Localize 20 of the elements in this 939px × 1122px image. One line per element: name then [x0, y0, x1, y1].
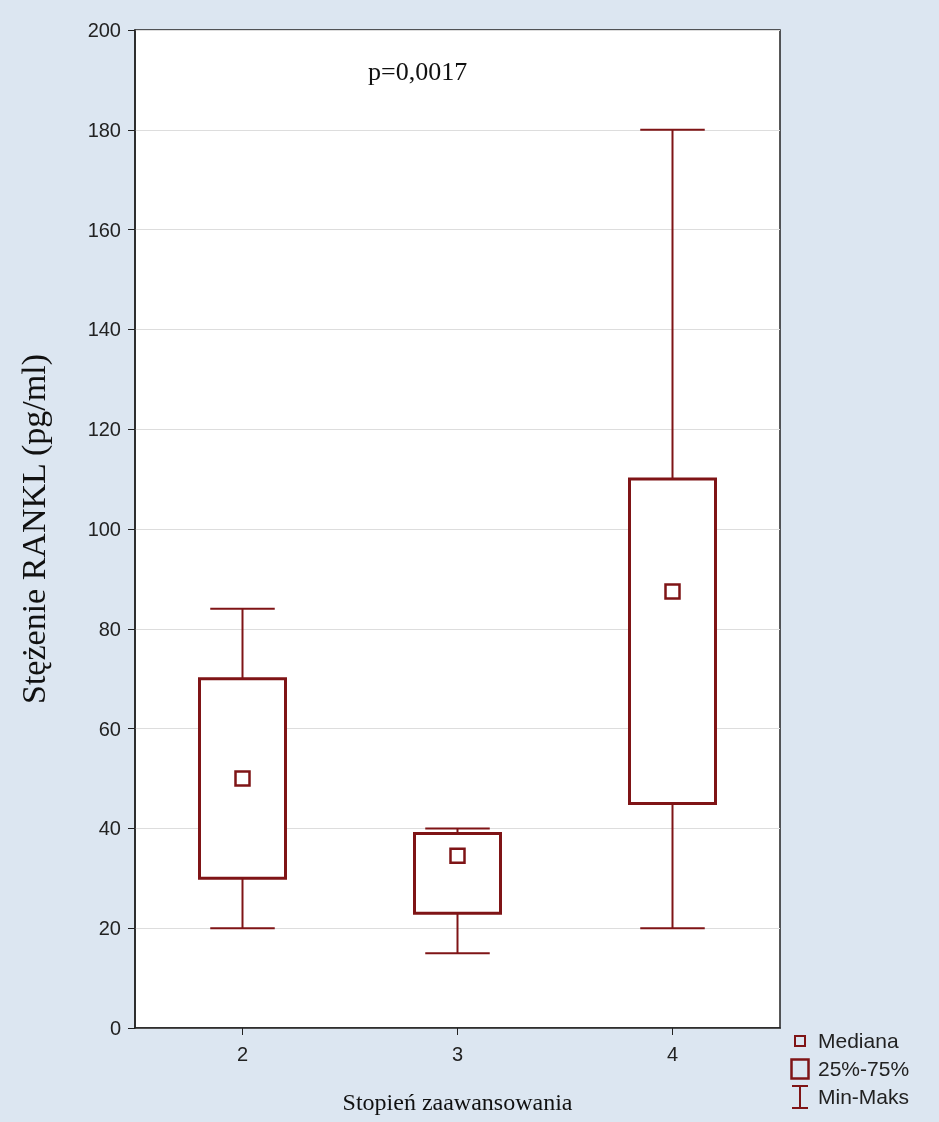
y-tick-label: 200	[87, 19, 121, 41]
text: Min-Maks	[818, 1085, 910, 1109]
y-tick-label: 160	[87, 218, 121, 241]
y-tick-label: 20	[98, 917, 121, 940]
y-tick-label: 140	[87, 318, 121, 341]
y-tick-label: 40	[98, 817, 121, 840]
y-tick-label: 120	[87, 418, 121, 441]
y-tick-label: 100	[87, 518, 121, 540]
x-axis-title: Stopień zaawansowania	[342, 1089, 573, 1115]
annotation: p=0,0017	[368, 56, 468, 86]
text: Mediana	[818, 1029, 899, 1053]
y-tick-label: 180	[87, 118, 121, 141]
y-tick-label: 60	[98, 717, 121, 740]
x-tick-label: 4	[666, 1043, 679, 1065]
x-tick-label: 3	[451, 1043, 464, 1065]
text: 25%-75%	[818, 1057, 910, 1081]
y-axis-title: Stężenie RANKL (pg/ml)	[14, 354, 53, 704]
x-tick-label: 2	[236, 1043, 249, 1065]
y-tick-label: 0	[109, 1017, 121, 1039]
y-tick-label: 80	[98, 617, 121, 640]
